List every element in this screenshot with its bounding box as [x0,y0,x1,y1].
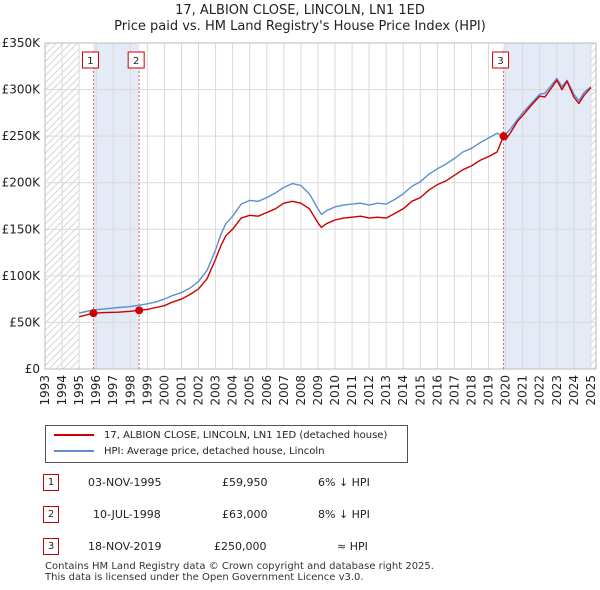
x-tick-label: 2000 [157,375,171,406]
marker-label-2: 2 [133,56,139,67]
marker-box-1 [81,51,99,69]
transaction-2-number: 2 [43,506,59,523]
footer-attribution: Contains HM Land Registry data © Crown c… [45,561,434,583]
transaction-1-hpi: 6% ↓ HPI [318,476,370,489]
hpi-series-line [78,77,592,314]
x-tick-label: 2015 [413,375,427,406]
y-tick-label: £200K [2,176,42,190]
transaction-1-price: £59,950 [222,476,268,489]
y-tick-label: £350K [2,36,42,50]
x-tick-label: 2022 [533,375,547,406]
transaction-3-number: 3 [43,538,59,555]
footer-line2: This data is licensed under the Open Gov… [45,572,364,583]
marker-label-3: 3 [497,56,503,67]
x-tick-label: 2009 [311,375,325,406]
transaction-3-price: £250,000 [214,540,267,553]
x-tick-label: 2017 [447,375,461,406]
sale-point-2 [135,306,144,315]
x-tick-label: 2013 [379,375,393,406]
x-tick-label: 1997 [106,375,120,406]
x-tick-label: 2007 [277,375,291,406]
x-tick-label: 2014 [396,375,410,406]
shaded-period-2 [503,43,591,369]
marker-label-1: 1 [87,56,93,67]
chart-legend: 17, ALBION CLOSE, LINCOLN, LN1 1ED (deta… [45,425,408,463]
x-tick-label: 2001 [174,375,188,406]
transaction-3-date: 18-NOV-2019 [88,540,162,553]
legend-label-price: 17, ALBION CLOSE, LINCOLN, LN1 1ED (deta… [104,429,388,441]
shaded-period-1 [93,43,140,369]
x-tick-label: 1996 [89,375,103,406]
x-tick-label: 2016 [430,375,444,406]
x-tick-label: 1994 [55,375,69,406]
footer-line1: Contains HM Land Registry data © Crown c… [45,561,434,572]
price-series-line [78,79,592,318]
sale-point-3 [499,132,508,141]
x-tick-label: 1995 [72,375,86,406]
x-tick-label: 2006 [260,375,274,406]
x-tick-label: 2023 [550,375,564,406]
y-tick-label: £300K [2,83,42,97]
x-tick-label: 2024 [567,375,581,406]
x-tick-label: 2010 [328,375,342,406]
transaction-2-hpi: 8% ↓ HPI [318,508,370,521]
transaction-1-date: 03-NOV-1995 [88,476,162,489]
x-tick-label: 2025 [584,375,598,406]
y-tick-label: £50K [9,315,41,329]
x-tick-label: 2021 [516,375,530,406]
x-tick-label: 2018 [464,375,478,406]
x-tick-label: 2003 [209,375,223,406]
transaction-3-hpi: ≈ HPI [337,540,368,553]
legend-swatch-hpi [54,450,94,452]
sale-point-1 [89,309,98,318]
x-tick-label: 2011 [345,375,359,406]
y-tick-label: £100K [2,269,42,283]
y-tick-label: £0 [25,362,40,376]
price-chart: 1 2 3 £0 £50K £100K £150K £200K £250K £300K £350K… [2,36,598,406]
hatched-region-2 [590,43,596,369]
x-tick-label: 1999 [140,375,154,406]
marker-box-3 [492,51,510,69]
x-tick-label: 1998 [123,375,137,406]
legend-item-hpi: HPI: Average price, detached house, Linc… [54,444,325,458]
legend-label-hpi: HPI: Average price, detached house, Linc… [104,445,325,457]
x-tick-label: 2008 [294,375,308,406]
y-tick-label: £250K [2,129,42,143]
legend-swatch-price [54,434,94,436]
transaction-2-price: £63,000 [222,508,268,521]
x-tick-label: 2020 [499,375,513,406]
marker-box-2 [127,51,145,69]
chart-title-line2: Price paid vs. HM Land Registry's House … [114,19,486,34]
plot-frame [44,42,597,370]
x-tick-label: 2004 [226,375,240,406]
x-tick-label: 2019 [482,375,496,406]
x-tick-label: 2002 [192,375,206,406]
x-tick-label: 2012 [362,375,376,406]
chart-title-line1: 17, ALBION CLOSE, LINCOLN, LN1 1ED [175,3,425,18]
transaction-2-date: 10-JUL-1998 [93,508,161,521]
legend-item-price: 17, ALBION CLOSE, LINCOLN, LN1 1ED (deta… [54,428,387,442]
x-tick-label: 1993 [38,375,52,406]
transaction-1-number: 1 [43,474,59,491]
y-tick-label: £150K [2,222,42,236]
x-tick-label: 2005 [243,375,257,406]
